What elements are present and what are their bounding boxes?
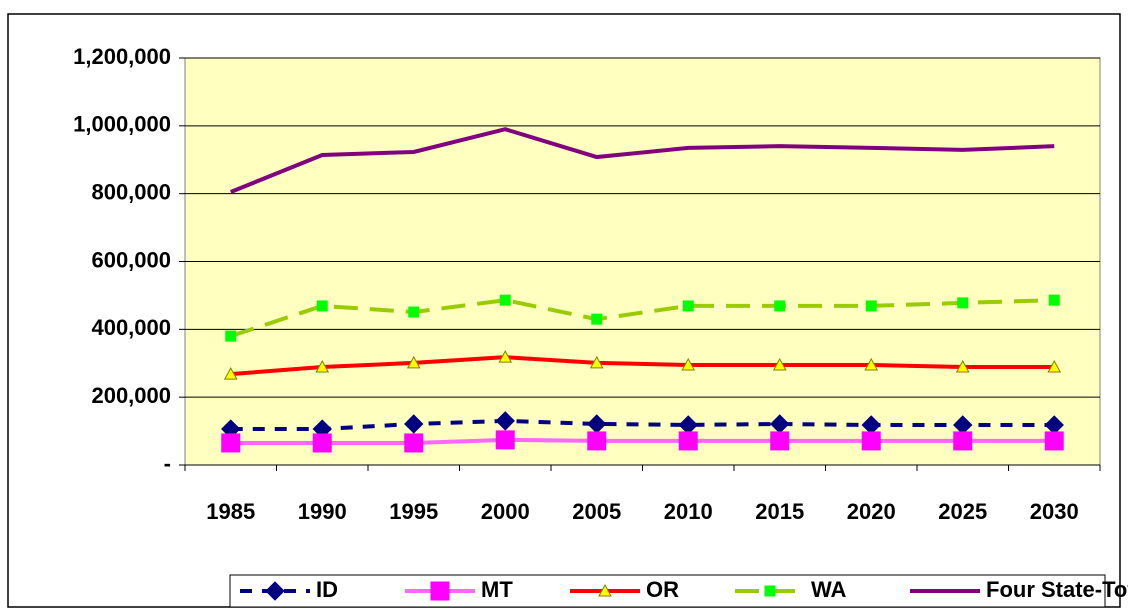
data-point — [499, 294, 511, 306]
data-point — [315, 359, 330, 373]
data-point — [865, 300, 877, 312]
data-point — [861, 431, 881, 451]
x-tick-label: 2030 — [1030, 499, 1079, 524]
data-point — [774, 300, 786, 312]
y-tick-label: 1,000,000 — [73, 112, 171, 137]
data-point — [591, 313, 603, 325]
legend: ID MT OR WA Four State-Total — [229, 574, 1128, 608]
data-point — [406, 355, 421, 369]
data-point — [772, 357, 787, 371]
legend-label: Four State-Total — [986, 577, 1128, 602]
legend-marker — [764, 585, 776, 597]
data-point — [587, 431, 607, 451]
series-line — [230, 127, 1055, 194]
data-point — [404, 414, 424, 434]
data-point — [864, 357, 879, 371]
data-point — [682, 300, 694, 312]
data-point — [408, 306, 420, 318]
y-tick-label: 600,000 — [91, 247, 171, 272]
data-point — [955, 359, 970, 373]
data-point — [1047, 359, 1062, 373]
y-tick-label: 800,000 — [91, 179, 171, 204]
data-point — [312, 433, 332, 453]
legend-marker — [430, 581, 450, 601]
data-point — [223, 367, 238, 380]
legend-label: OR — [646, 577, 679, 602]
legend-label: WA — [811, 577, 847, 602]
x-tick-label: 2025 — [938, 499, 987, 524]
data-point — [678, 431, 698, 451]
y-tick-label: 1,200,000 — [73, 44, 171, 69]
data-point — [957, 297, 969, 309]
data-point — [1048, 294, 1060, 306]
data-point — [953, 431, 973, 451]
data-point — [221, 433, 241, 453]
y-tick-label: - — [164, 451, 171, 476]
x-tick-label: 1995 — [389, 499, 438, 524]
data-point — [495, 430, 515, 450]
series-line — [230, 355, 1055, 377]
data-point — [1044, 431, 1064, 451]
data-point — [495, 411, 515, 431]
x-tick-label: 1990 — [298, 499, 347, 524]
series-line — [230, 298, 1055, 339]
x-tick-label: 2010 — [664, 499, 713, 524]
data-point — [225, 330, 237, 342]
data-point — [770, 431, 790, 451]
legend-marker — [265, 581, 285, 601]
y-tick-label: 200,000 — [91, 383, 171, 408]
data-point — [589, 355, 604, 369]
series-line — [230, 437, 1055, 445]
data-point — [404, 433, 424, 453]
legend-label: MT — [481, 577, 513, 602]
x-tick-label: 2020 — [847, 499, 896, 524]
legend-label: ID — [316, 577, 338, 602]
x-tick-label: 1985 — [206, 499, 255, 524]
x-tick-label: 2000 — [481, 499, 530, 524]
series-line — [230, 418, 1055, 432]
data-point — [316, 300, 328, 312]
data-point — [681, 357, 696, 371]
data-point — [498, 350, 513, 363]
x-tick-label: 2015 — [755, 499, 804, 524]
x-tick-label: 2005 — [572, 499, 621, 524]
y-tick-label: 400,000 — [91, 315, 171, 340]
legend-marker — [598, 583, 612, 597]
